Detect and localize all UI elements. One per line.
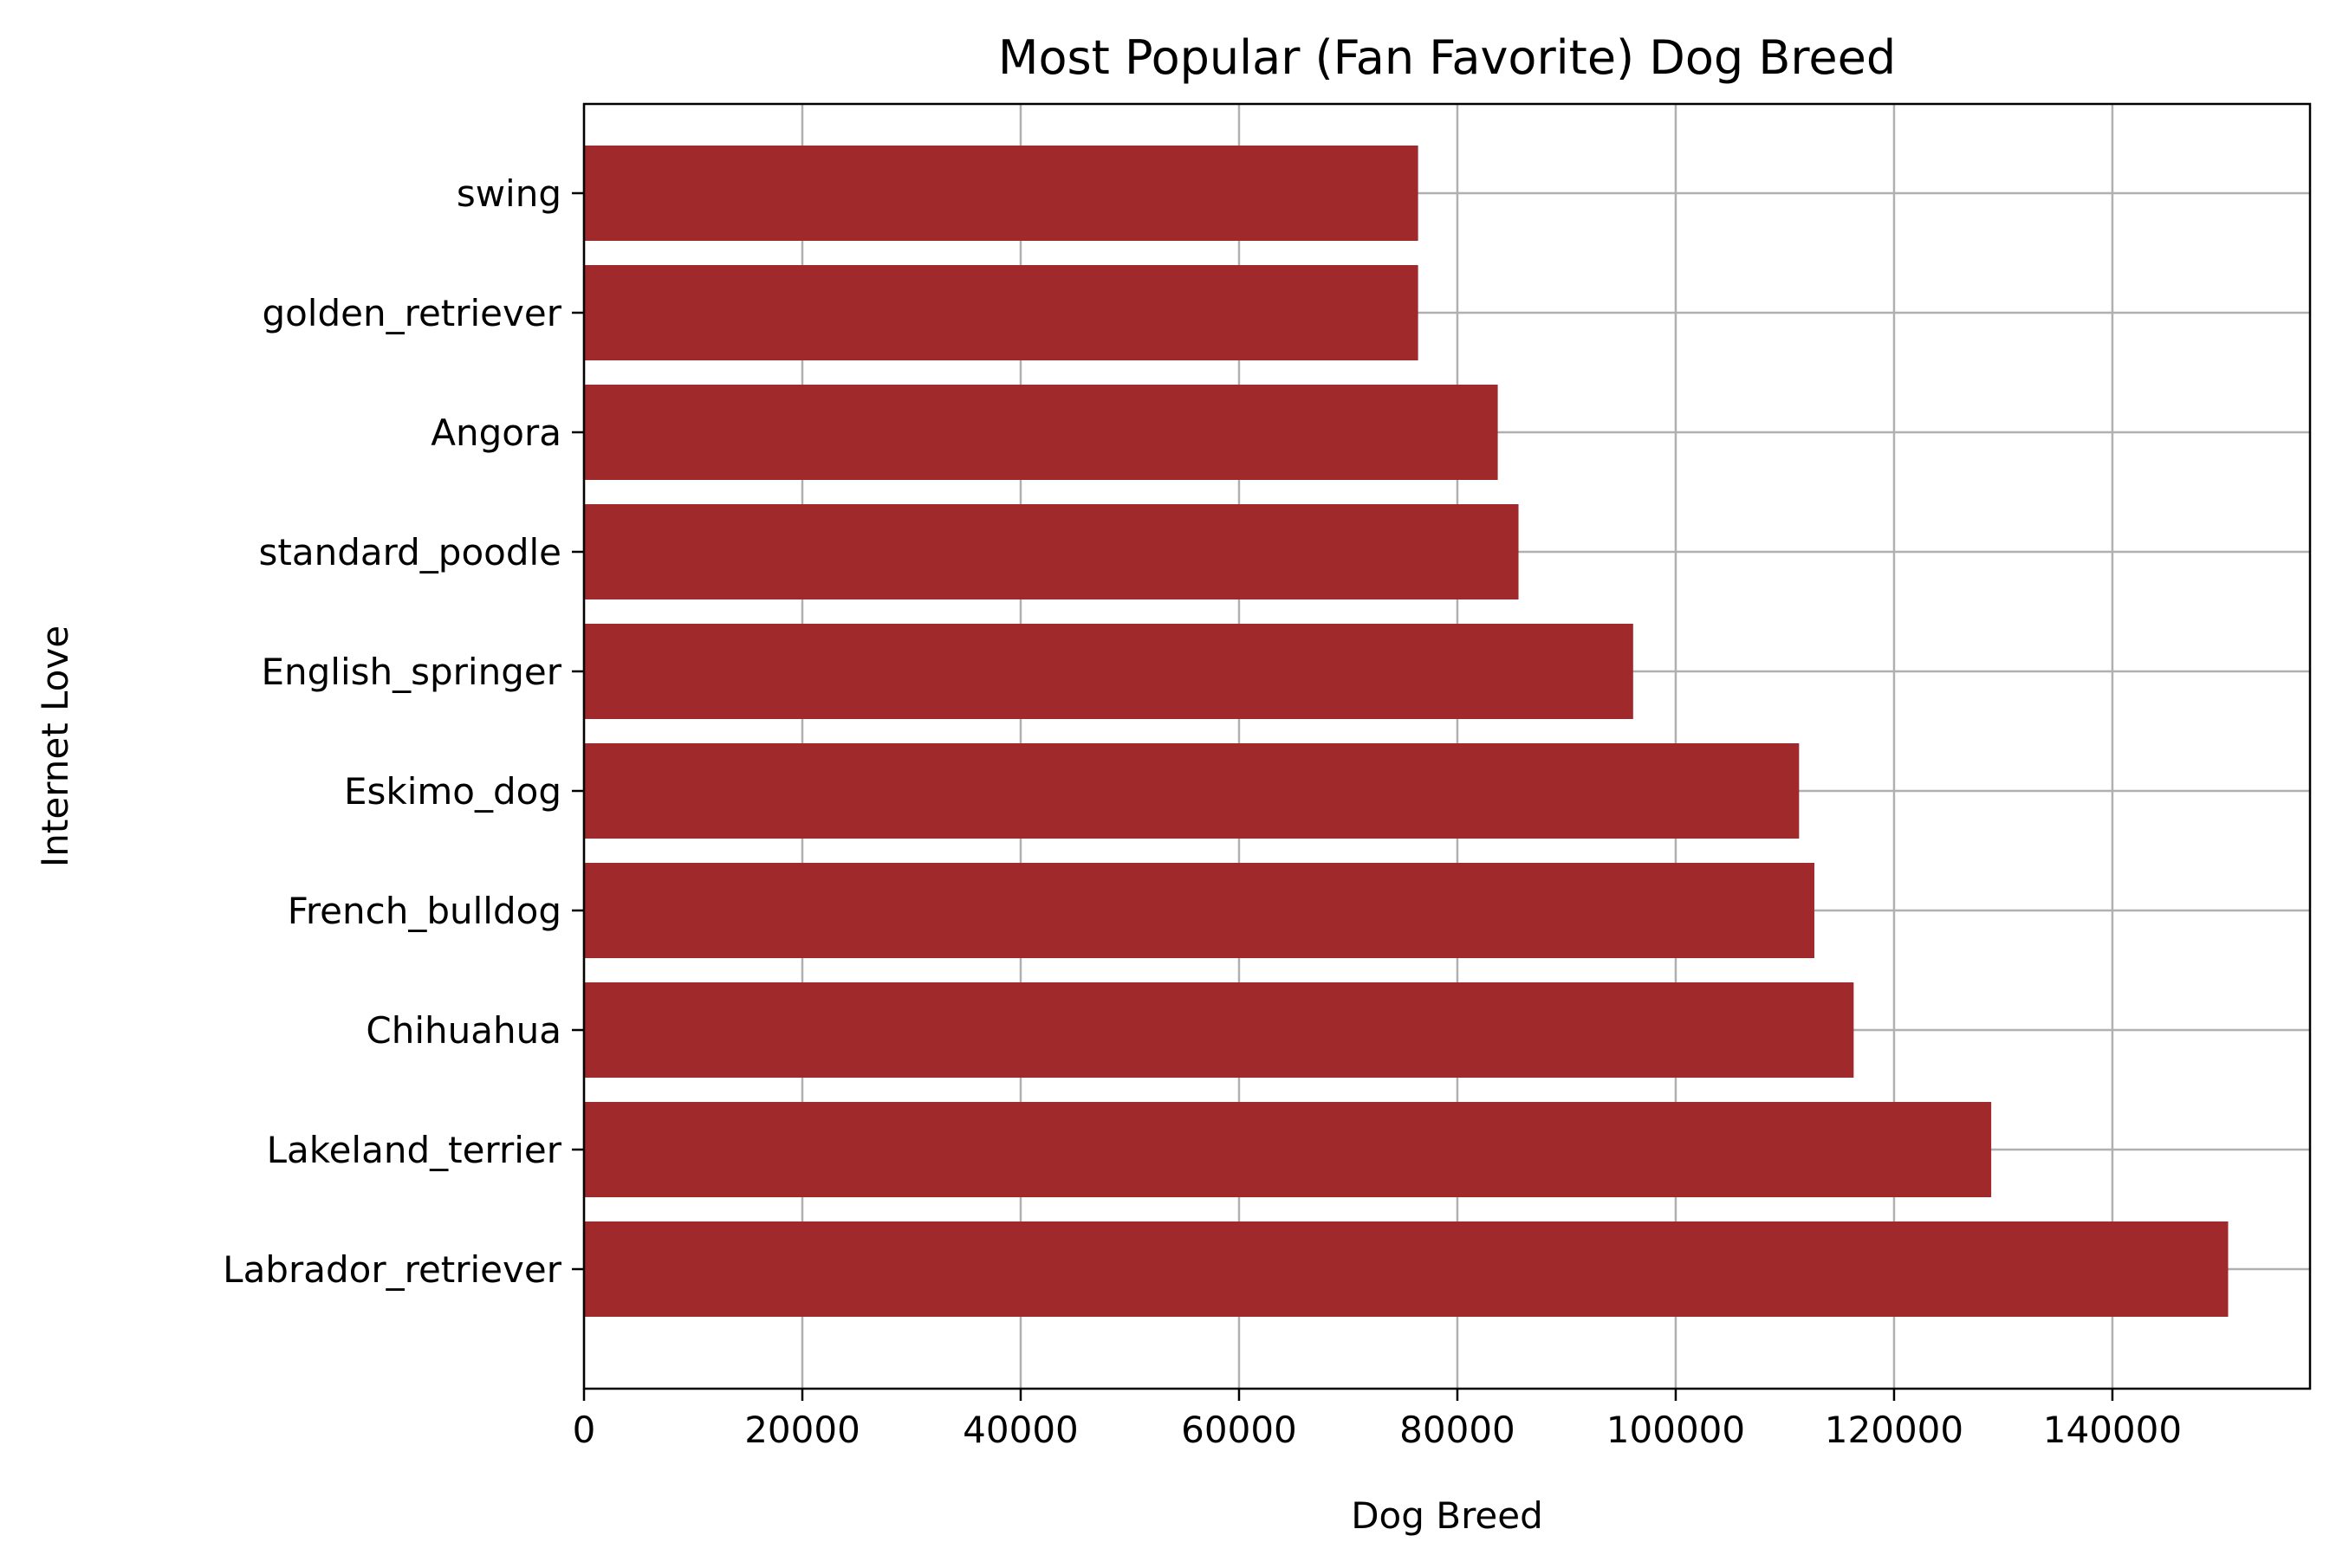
y-tick-label: golden_retriever bbox=[262, 292, 561, 334]
y-tick-label: Labrador_retriever bbox=[223, 1248, 562, 1291]
x-tick-label: 80000 bbox=[1399, 1409, 1515, 1451]
chart-title: Most Popular (Fan Favorite) Dog Breed bbox=[998, 30, 1896, 85]
bar bbox=[584, 265, 1418, 360]
bar bbox=[584, 385, 1498, 480]
axis-ticks: 0 20000 40000 60000 80000 100000 120000 140000 L… bbox=[223, 172, 2182, 1451]
x-tick-label: 60000 bbox=[1181, 1409, 1297, 1451]
y-tick-label: Eskimo_dog bbox=[344, 770, 561, 813]
x-axis-label: Dog Breed bbox=[1351, 1494, 1543, 1537]
y-tick-label: standard_poodle bbox=[258, 531, 561, 573]
x-tick-label: 100000 bbox=[1606, 1409, 1745, 1451]
bar bbox=[584, 863, 1814, 958]
x-tick-label: 40000 bbox=[963, 1409, 1079, 1451]
y-tick-label: swing bbox=[457, 172, 561, 215]
x-tick-label: 120000 bbox=[1825, 1409, 1963, 1451]
y-axis-label: Internet Love bbox=[34, 625, 76, 867]
plot-frame bbox=[582, 102, 2312, 1390]
bars bbox=[584, 146, 2229, 1317]
bar bbox=[584, 1102, 1992, 1197]
x-tick-label: 140000 bbox=[2043, 1409, 2182, 1451]
bar bbox=[584, 146, 1418, 241]
y-tick-label: Angora bbox=[431, 411, 561, 454]
y-tick-label: Chihuahua bbox=[366, 1009, 561, 1052]
y-tick-label: French_bulldog bbox=[288, 890, 561, 932]
bar bbox=[584, 504, 1519, 599]
x-tick-label: 0 bbox=[573, 1409, 596, 1451]
bar bbox=[584, 1221, 2229, 1317]
y-tick-label: Lakeland_terrier bbox=[267, 1129, 562, 1171]
x-tick-label: 20000 bbox=[744, 1409, 860, 1451]
bar bbox=[584, 982, 1854, 1078]
bar bbox=[584, 743, 1800, 839]
y-tick-label: English_springer bbox=[261, 651, 561, 693]
bar bbox=[584, 624, 1633, 719]
